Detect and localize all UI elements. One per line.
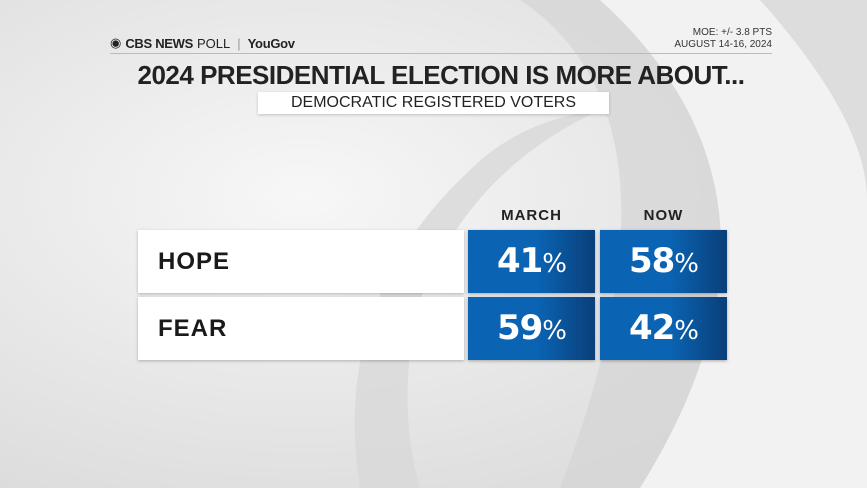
cbs-eye-icon: ◉ — [110, 35, 122, 50]
divider: | — [237, 35, 241, 51]
value: 58 — [628, 241, 675, 281]
value: 41 — [496, 241, 543, 281]
brand-logo: ◉ CBS NEWS POLL | YouGov — [110, 35, 295, 51]
unit: % — [674, 316, 699, 346]
brand-name: CBS NEWS — [125, 35, 194, 51]
poll-info: MOE: +/- 3.8 PTS AUGUST 14-16, 2024 — [674, 27, 772, 51]
chart-title: 2024 PRESIDENTIAL ELECTION IS MORE ABOUT… — [137, 60, 745, 90]
margin-of-error: MOE: +/- 3.8 PTS — [692, 27, 772, 38]
unit: % — [542, 316, 567, 346]
partner-logo: YouGov — [247, 35, 295, 51]
unit: % — [542, 249, 567, 279]
column-header-march: MARCH — [501, 207, 562, 224]
cell-hope-now: 58% — [600, 230, 727, 293]
column-header-now: NOW — [643, 207, 684, 224]
value: 59 — [496, 308, 543, 348]
cell-fear-march: 59% — [468, 297, 595, 360]
poll-dates: AUGUST 14-16, 2024 — [674, 39, 772, 50]
chart-subtitle: DEMOCRATIC REGISTERED VOTERS — [258, 92, 609, 114]
value: 42 — [628, 308, 675, 348]
cell-hope-march: 41% — [468, 230, 595, 293]
row-label-hope: HOPE — [138, 230, 464, 293]
poll-label: POLL — [197, 35, 231, 51]
header-rule — [110, 53, 772, 54]
cell-fear-now: 42% — [600, 297, 727, 360]
row-label-fear: FEAR — [138, 297, 464, 360]
unit: % — [674, 249, 699, 279]
